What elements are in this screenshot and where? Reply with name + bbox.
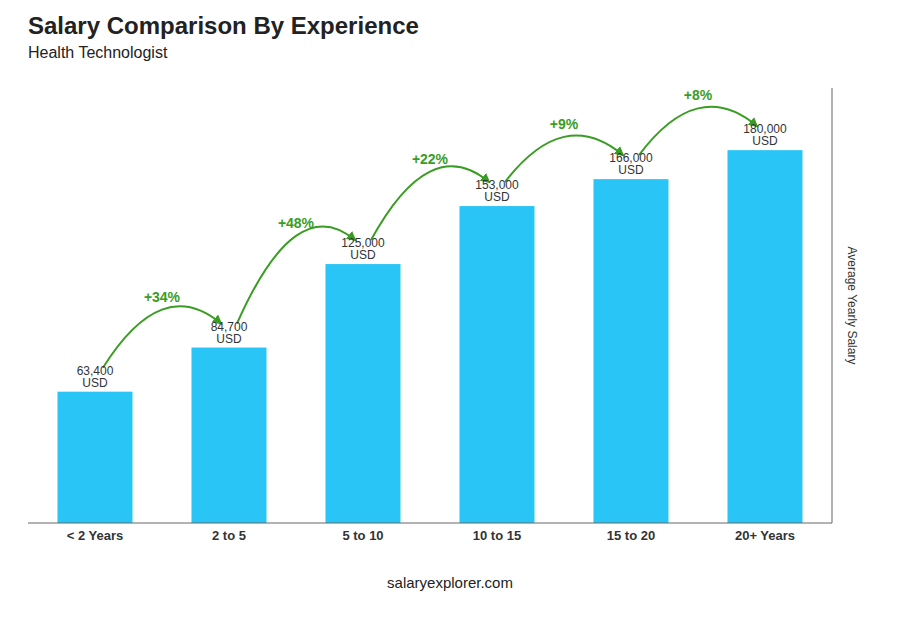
- svg-text:10 to 15: 10 to 15: [473, 528, 521, 543]
- html-text:salaryexplorer.com: salaryexplorer.com: [387, 574, 513, 591]
- svg-text:5 to 10: 5 to 10: [342, 528, 383, 543]
- svg-text:63,400USD: 63,400USD: [77, 364, 114, 390]
- svg-text:125,000USD: 125,000USD: [341, 236, 385, 262]
- svg-text:166,000USD: 166,000USD: [609, 151, 653, 177]
- svg-text:20+ Years: 20+ Years: [735, 528, 795, 543]
- svg-text:84,700USD: 84,700USD: [211, 320, 248, 346]
- svg-text:15 to 20: 15 to 20: [607, 528, 655, 543]
- svg-text:180,000USD: 180,000USD: [743, 122, 787, 148]
- svg-text:153,000USD: 153,000USD: [475, 178, 519, 204]
- svg-text:+34%: +34%: [144, 289, 181, 305]
- html-text:Health Technologist: Health Technologist: [28, 44, 168, 61]
- svg-text:Average Yearly Salary: Average Yearly Salary: [845, 247, 859, 365]
- svg-text:+8%: +8%: [684, 88, 713, 103]
- svg-text:< 2 Years: < 2 Years: [67, 528, 124, 543]
- svg-text:+22%: +22%: [412, 151, 449, 167]
- svg-text:2 to 5: 2 to 5: [212, 528, 246, 543]
- svg-text:+48%: +48%: [278, 215, 315, 231]
- html-text:Salary Comparison By Experienc: Salary Comparison By Experience: [28, 12, 419, 39]
- svg-text:+9%: +9%: [550, 116, 579, 132]
